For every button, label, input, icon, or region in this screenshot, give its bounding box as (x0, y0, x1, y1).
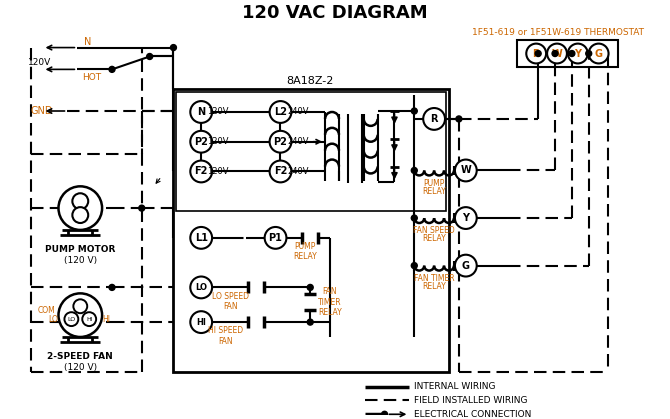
Circle shape (190, 227, 212, 249)
Circle shape (411, 263, 417, 269)
Text: LO: LO (67, 317, 76, 322)
Text: 120V: 120V (207, 167, 228, 176)
Text: W: W (551, 49, 562, 59)
Text: COM: COM (38, 306, 56, 315)
Text: F2: F2 (274, 166, 287, 176)
Circle shape (456, 116, 462, 122)
Text: ELECTRICAL CONNECTION: ELECTRICAL CONNECTION (414, 410, 532, 419)
Text: N: N (84, 36, 91, 47)
Circle shape (73, 299, 87, 313)
Text: 120V: 120V (207, 137, 228, 146)
Text: FIELD INSTALLED WIRING: FIELD INSTALLED WIRING (414, 396, 528, 405)
Circle shape (423, 108, 445, 130)
Circle shape (170, 44, 176, 51)
Text: RELAY: RELAY (422, 234, 446, 243)
Text: LO: LO (49, 315, 58, 323)
Circle shape (411, 215, 417, 221)
Text: FAN
TIMER
RELAY: FAN TIMER RELAY (318, 287, 342, 317)
Circle shape (547, 44, 567, 63)
Circle shape (411, 108, 417, 114)
Text: 240V: 240V (287, 108, 309, 116)
Circle shape (190, 101, 212, 123)
Text: 120V: 120V (27, 58, 51, 67)
Text: Y: Y (462, 213, 469, 223)
Circle shape (190, 277, 212, 298)
Text: PUMP
RELAY: PUMP RELAY (293, 242, 317, 261)
Circle shape (109, 66, 115, 72)
Circle shape (382, 411, 387, 417)
Text: INTERNAL WIRING: INTERNAL WIRING (414, 382, 496, 391)
Text: (120 V): (120 V) (64, 256, 97, 265)
Text: R: R (430, 114, 438, 124)
Circle shape (58, 293, 102, 337)
Circle shape (109, 285, 115, 290)
Circle shape (147, 54, 153, 59)
Text: P2: P2 (194, 137, 208, 147)
Text: 240V: 240V (287, 167, 309, 176)
Text: HI SPEED
FAN: HI SPEED FAN (208, 326, 243, 346)
Circle shape (526, 44, 546, 63)
Circle shape (455, 255, 477, 277)
Circle shape (265, 227, 287, 249)
Text: HI: HI (196, 318, 206, 326)
Circle shape (82, 312, 96, 326)
Circle shape (72, 193, 88, 209)
Circle shape (64, 312, 78, 326)
Text: FAN SPEED: FAN SPEED (413, 226, 455, 235)
Circle shape (535, 51, 541, 57)
Text: G: G (595, 49, 602, 59)
Circle shape (455, 207, 477, 229)
Circle shape (411, 168, 417, 173)
Text: LO SPEED
FAN: LO SPEED FAN (212, 292, 249, 311)
Text: HOT: HOT (82, 73, 101, 82)
Circle shape (569, 51, 575, 57)
Text: G: G (462, 261, 470, 271)
Circle shape (308, 319, 313, 325)
Text: N: N (197, 107, 205, 117)
Text: HI: HI (102, 315, 110, 323)
Bar (174, 89, 449, 372)
Text: 2-SPEED FAN: 2-SPEED FAN (48, 352, 113, 361)
Circle shape (455, 160, 477, 181)
Text: LO: LO (195, 283, 207, 292)
Bar (517, 40, 618, 67)
Circle shape (269, 160, 291, 182)
Circle shape (269, 101, 291, 123)
Text: FAN TIMER: FAN TIMER (414, 274, 454, 283)
Text: W: W (460, 166, 471, 176)
Text: 120V: 120V (207, 108, 228, 116)
Text: F2: F2 (194, 166, 208, 176)
Text: RELAY: RELAY (422, 187, 446, 196)
Text: R: R (533, 49, 540, 59)
Circle shape (190, 160, 212, 182)
Text: P2: P2 (273, 137, 287, 147)
Circle shape (552, 51, 558, 57)
Circle shape (139, 205, 145, 211)
Text: P1: P1 (269, 233, 283, 243)
Text: Y: Y (574, 49, 582, 59)
Circle shape (308, 285, 313, 290)
Circle shape (568, 44, 588, 63)
Circle shape (72, 207, 88, 223)
Text: PUMP MOTOR: PUMP MOTOR (45, 245, 115, 254)
Text: L2: L2 (274, 107, 287, 117)
Bar (176, 92, 446, 211)
Circle shape (190, 311, 212, 333)
Text: 1F51-619 or 1F51W-619 THERMOSTAT: 1F51-619 or 1F51W-619 THERMOSTAT (472, 28, 644, 37)
Text: L1: L1 (195, 233, 208, 243)
Text: GND: GND (31, 106, 53, 116)
Text: 240V: 240V (287, 137, 309, 146)
Circle shape (586, 51, 592, 57)
Circle shape (589, 44, 608, 63)
Circle shape (58, 186, 102, 230)
Text: PUMP: PUMP (423, 179, 445, 188)
Circle shape (269, 131, 291, 153)
Text: HI: HI (86, 317, 92, 322)
Text: RELAY: RELAY (422, 282, 446, 291)
Text: (120 V): (120 V) (64, 363, 97, 372)
Circle shape (190, 131, 212, 153)
Text: 8A18Z-2: 8A18Z-2 (287, 76, 334, 86)
Text: 120 VAC DIAGRAM: 120 VAC DIAGRAM (242, 4, 428, 22)
